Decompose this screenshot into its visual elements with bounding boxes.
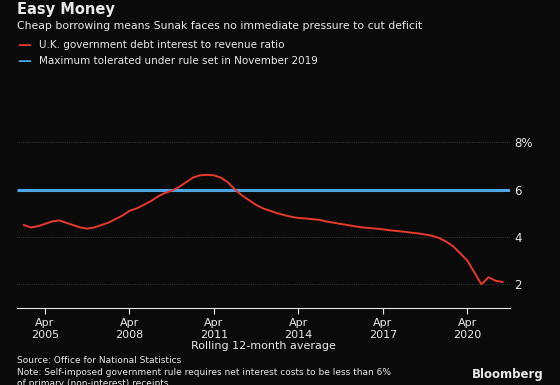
Text: Rolling 12-month average: Rolling 12-month average — [191, 341, 335, 351]
Text: U.K. government debt interest to revenue ratio: U.K. government debt interest to revenue… — [39, 40, 284, 50]
Text: Source: Office for National Statistics: Source: Office for National Statistics — [17, 356, 181, 365]
Text: Note: Self-imposed government rule requires net interest costs to be less than 6: Note: Self-imposed government rule requi… — [17, 368, 391, 385]
Text: Maximum tolerated under rule set in November 2019: Maximum tolerated under rule set in Nove… — [39, 56, 318, 66]
Text: —: — — [17, 38, 31, 52]
Text: Bloomberg: Bloomberg — [472, 368, 543, 381]
Text: Cheap borrowing means Sunak faces no immediate pressure to cut deficit: Cheap borrowing means Sunak faces no imm… — [17, 21, 422, 31]
Text: —: — — [17, 54, 31, 68]
Text: Easy Money: Easy Money — [17, 2, 115, 17]
